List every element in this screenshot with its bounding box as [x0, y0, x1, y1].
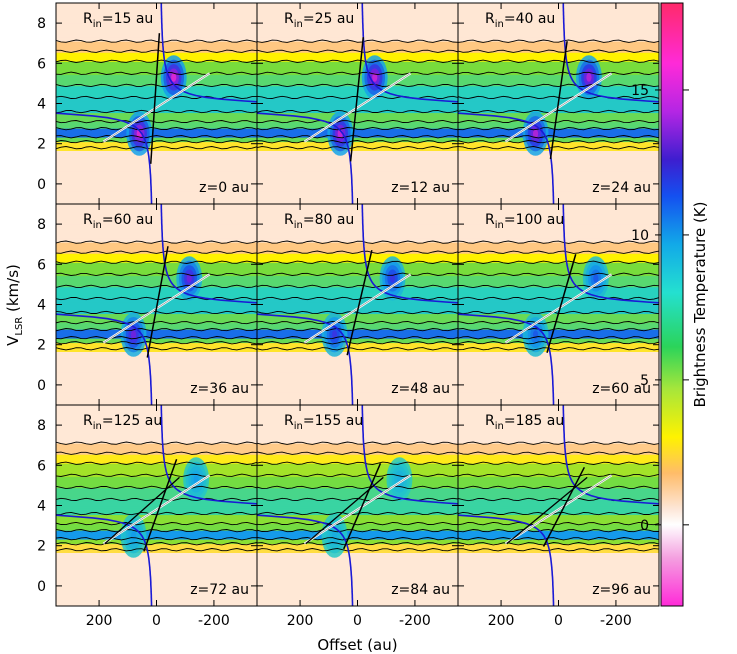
z-label: z=12 au — [391, 180, 450, 196]
x-tick-label: 200 — [488, 613, 515, 629]
colorbar-tick-label: 0 — [640, 518, 649, 534]
panel-grid: Rin=15 au z=0 au Rin=25 au z=12 au Rin=40 au… — [55, 2, 660, 607]
pv-panel: Rin=40 au z=24 au — [457, 2, 660, 205]
rin-label: Rin=80 au — [284, 212, 354, 231]
y-tick-label: 0 — [37, 579, 46, 595]
z-label: z=36 au — [190, 381, 249, 397]
y-tick-label: 0 — [37, 378, 46, 394]
z-label: z=0 au — [199, 180, 249, 196]
y-tick-label: 4 — [37, 499, 46, 515]
y-tick-label: 4 — [37, 298, 46, 314]
rin-label: Rin=60 au — [83, 212, 153, 231]
pv-panel: Rin=80 au z=48 au — [256, 203, 459, 406]
z-label: z=48 au — [391, 381, 450, 397]
rin-label: Rin=125 au — [83, 413, 162, 432]
z-label: z=60 au — [592, 381, 651, 397]
y-tick-label: 6 — [37, 458, 46, 474]
y-tick-label: 6 — [37, 257, 46, 273]
x-tick-label: -200 — [399, 613, 431, 629]
colorbar-tick-label: 5 — [640, 373, 649, 389]
y-tick-label: 2 — [37, 137, 46, 153]
colorbar-tick-label: 10 — [631, 228, 649, 244]
y-tick-label: 8 — [37, 418, 46, 434]
pv-panel: Rin=100 au z=60 au — [457, 203, 660, 406]
x-tick-label: 200 — [86, 613, 113, 629]
colorbar: 0 5 10 15 Brightness Temperature (K) — [631, 2, 709, 607]
y-tick-label: 8 — [37, 16, 46, 32]
x-tick-label: 0 — [353, 613, 362, 629]
rin-label: Rin=100 au — [485, 212, 564, 231]
y-tick-label: 4 — [37, 97, 46, 113]
pv-panel: Rin=15 au z=0 au — [55, 2, 258, 205]
pv-panel: Rin=25 au z=12 au — [256, 2, 459, 205]
pv-panel: Rin=125 au z=72 au — [55, 404, 258, 607]
y-tick-label: 2 — [37, 338, 46, 354]
y-tick-label: 2 — [37, 539, 46, 555]
x-tick-label: -200 — [600, 613, 632, 629]
y-axis-label: VLSR (km/s) — [4, 264, 25, 346]
x-tick-label: -200 — [198, 613, 230, 629]
colorbar-label: Brightness Temperature (K) — [691, 202, 709, 408]
rin-label: Rin=40 au — [485, 11, 555, 30]
pv-panel: Rin=60 au z=36 au — [55, 203, 258, 406]
z-label: z=24 au — [592, 180, 651, 196]
y-tick-label: 8 — [37, 217, 46, 233]
x-axis-label: Offset (au) — [317, 636, 397, 654]
z-label: z=96 au — [592, 582, 651, 598]
x-tick-label: 200 — [287, 613, 314, 629]
z-label: z=72 au — [190, 582, 249, 598]
rin-label: Rin=155 au — [284, 413, 363, 432]
x-tick-label: 0 — [554, 613, 563, 629]
x-tick-label: 0 — [152, 613, 161, 629]
colorbar-scale — [660, 2, 684, 607]
rin-label: Rin=15 au — [83, 11, 153, 30]
rin-label: Rin=25 au — [284, 11, 354, 30]
pv-panel: Rin=155 au z=84 au — [256, 404, 459, 607]
z-label: z=84 au — [391, 582, 450, 598]
y-tick-label: 6 — [37, 56, 46, 72]
pv-panel: Rin=185 au z=96 au — [457, 404, 660, 607]
colorbar-tick-label: 15 — [631, 83, 649, 99]
rin-label: Rin=185 au — [485, 413, 564, 432]
y-tick-label: 0 — [37, 177, 46, 193]
